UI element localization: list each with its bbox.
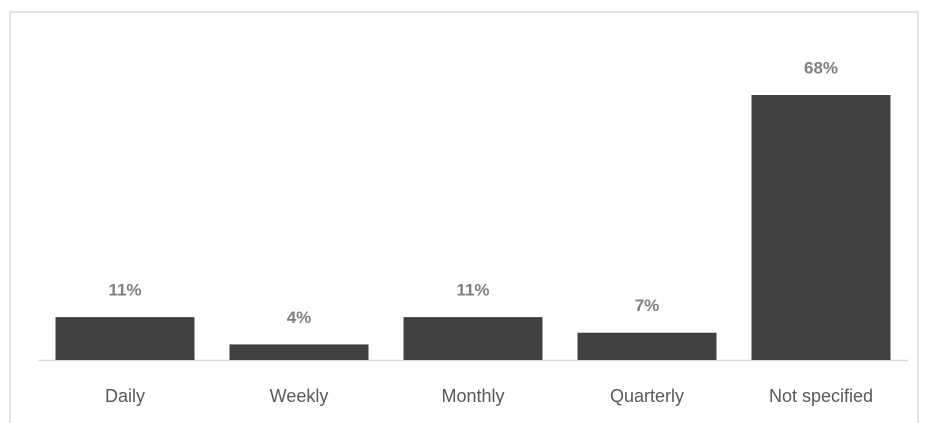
bar: [403, 317, 543, 360]
chart-frame: [9, 11, 919, 423]
x-tick-label: Not specified: [769, 386, 873, 406]
data-label: 11%: [456, 281, 489, 300]
bar: [229, 344, 369, 360]
x-tick-label: Quarterly: [610, 386, 684, 406]
bar: [55, 317, 195, 360]
data-label: 68%: [804, 58, 838, 77]
data-label: 4%: [287, 308, 312, 327]
x-tick-label: Daily: [105, 386, 145, 406]
data-label: 11%: [108, 281, 141, 300]
bar: [751, 95, 891, 360]
bar: [577, 332, 717, 360]
data-label: 7%: [635, 296, 660, 315]
x-tick-label: Weekly: [270, 386, 329, 406]
x-tick-label: Monthly: [441, 386, 504, 406]
